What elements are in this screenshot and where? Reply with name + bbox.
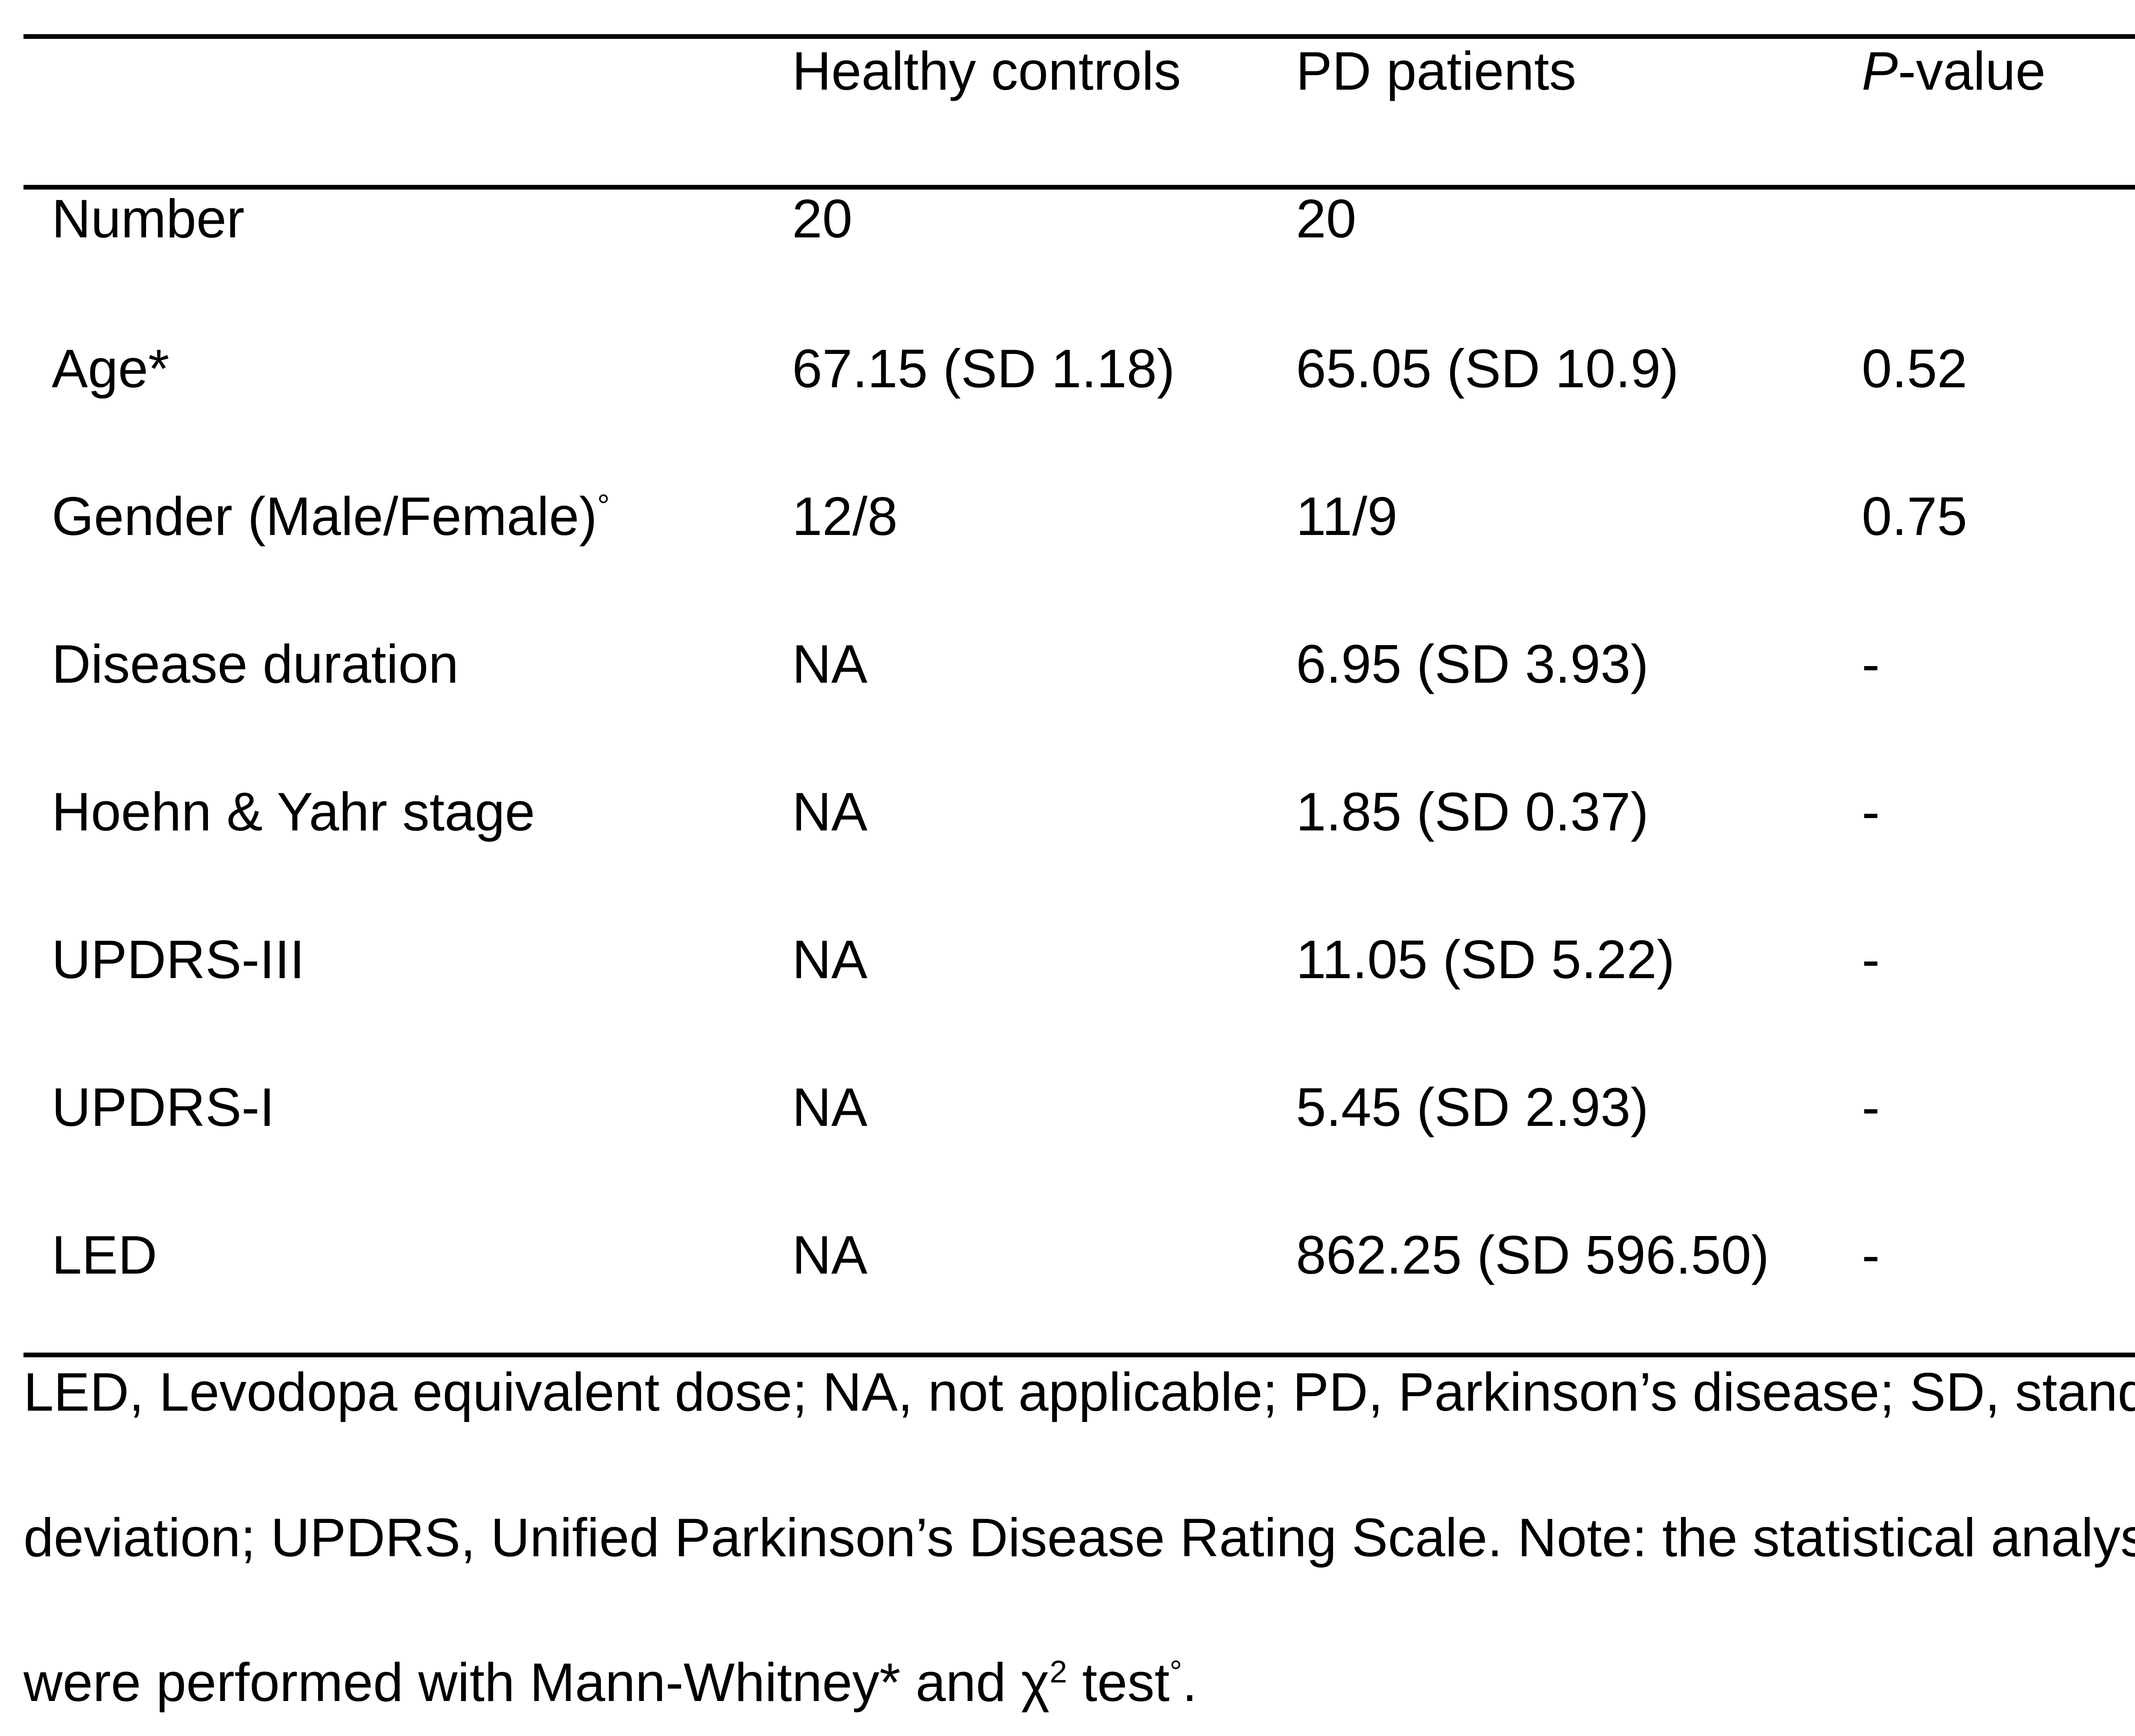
p-value-italic-p: P	[1862, 41, 1898, 101]
healthy-controls-value: NA	[792, 1077, 868, 1137]
table-row-led: LED NA 862.25 (SD 596.50) -	[0, 1228, 2135, 1296]
table-row-hoehn-yahr: Hoehn & Yahr stage NA 1.85 (SD 0.37) -	[0, 785, 2135, 853]
pd-patients-value: 11.05 (SD 5.22)	[1296, 929, 1675, 990]
p-value-rest: -value	[1898, 41, 2046, 101]
row-label: Disease duration	[52, 634, 459, 694]
row-label: Age*	[52, 338, 170, 399]
footnote-line-2: deviation; UPDRS, Unified Parkinson’s Di…	[23, 1507, 2135, 1568]
healthy-controls-value: 67.15 (SD 1.18)	[792, 338, 1175, 399]
row-label: Hoehn & Yahr stage	[52, 781, 535, 842]
row-label: UPDRS-III	[52, 929, 305, 990]
pd-patients-value: 1.85 (SD 0.37)	[1296, 781, 1649, 842]
p-value-cell: -	[1862, 634, 1880, 694]
healthy-controls-value: 20	[792, 188, 853, 249]
pd-patients-value: 20	[1296, 188, 1357, 249]
footnote-line-3-text: were performed with Mann-Whitney* and χ	[23, 1652, 1050, 1713]
healthy-controls-value: NA	[792, 634, 868, 694]
row-label: Number	[52, 188, 245, 249]
table-row-gender: Gender (Male/Female)° 12/8 11/9 0.75	[0, 489, 2135, 558]
table-row-disease-duration: Disease duration NA 6.95 (SD 3.93) -	[0, 637, 2135, 705]
label-superscript: °	[597, 488, 610, 523]
table-bottom-rule	[23, 1353, 2135, 1357]
pd-patients-value: 11/9	[1296, 486, 1398, 547]
pd-patients-value: 6.95 (SD 3.93)	[1296, 634, 1649, 694]
row-label: UPDRS-I	[52, 1077, 275, 1137]
pd-patients-value: 65.05 (SD 10.9)	[1296, 338, 1679, 399]
healthy-controls-value: NA	[792, 929, 868, 990]
p-value-cell: -	[1862, 1225, 1880, 1285]
healthy-controls-value: 12/8	[792, 486, 898, 547]
column-header-healthy-controls: Healthy controls	[792, 41, 1181, 101]
table-top-rule	[23, 34, 2135, 39]
healthy-controls-value: NA	[792, 781, 868, 842]
column-header-pd-patients: PD patients	[1296, 41, 1576, 101]
table-row-updrs-i: UPDRS-I NA 5.45 (SD 2.93) -	[0, 1080, 2135, 1149]
p-value-cell: -	[1862, 781, 1880, 842]
pd-patients-value: 862.25 (SD 596.50)	[1296, 1225, 1769, 1285]
table-row-age: Age* 67.15 (SD 1.18) 65.05 (SD 10.9) 0.5…	[0, 342, 2135, 410]
row-label: LED	[52, 1225, 158, 1285]
footnote-line-3: were performed with Mann-Whitney* and χ2…	[23, 1655, 2135, 1710]
table-header-rule	[23, 185, 2135, 190]
p-value-cell: -	[1862, 929, 1880, 990]
pd-patients-value: 5.45 (SD 2.93)	[1296, 1077, 1649, 1137]
healthy-controls-value: NA	[792, 1225, 868, 1285]
footnote-line-1: LED, Levodopa equivalent dose; NA, not a…	[23, 1362, 2135, 1422]
table-row-updrs-iii: UPDRS-III NA 11.05 (SD 5.22) -	[0, 932, 2135, 1001]
p-value-cell: -	[1862, 1077, 1880, 1137]
column-header-p-value: P-value	[1862, 44, 2046, 98]
p-value-cell: 0.75	[1862, 486, 1968, 547]
table-header-row: Healthy controls PD patients P-value	[0, 44, 2135, 112]
test-ring-superscript: °	[1170, 1654, 1182, 1689]
row-label: Gender (Male/Female)°	[52, 486, 610, 547]
p-value-cell: 0.52	[1862, 338, 1968, 399]
chi-squared-superscript: 2	[1050, 1654, 1068, 1689]
footnote-line-3-text: test	[1067, 1652, 1170, 1713]
footnote-line-3-text: .	[1182, 1652, 1197, 1713]
table-row-number: Number 20 20	[0, 192, 2135, 260]
